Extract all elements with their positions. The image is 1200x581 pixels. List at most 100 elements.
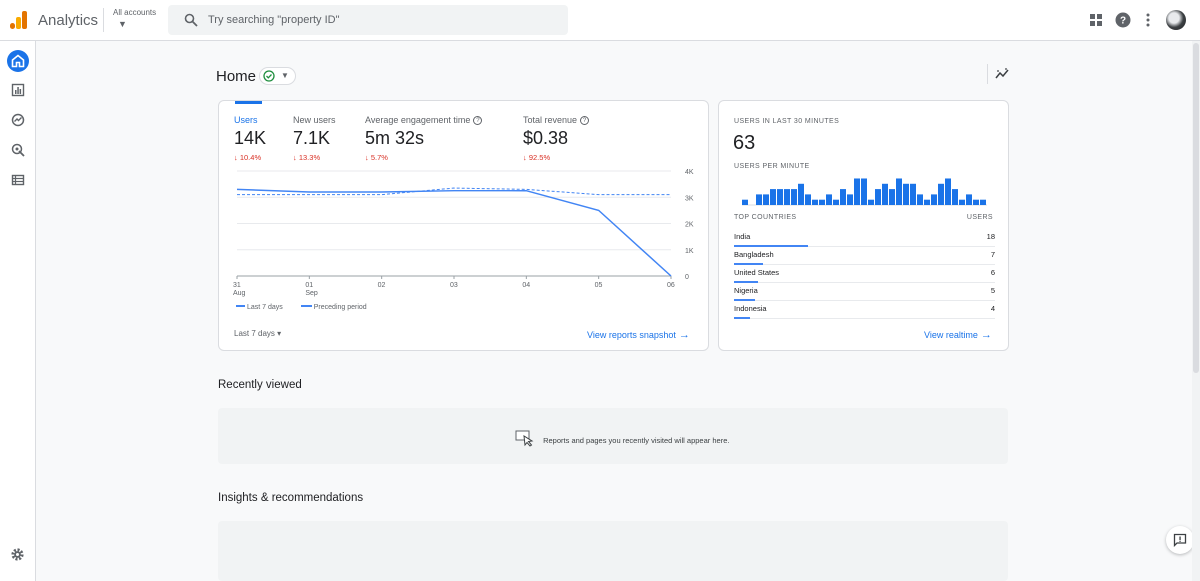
per-minute-bar[interactable] <box>945 178 951 205</box>
settings-gear-icon[interactable] <box>10 547 25 562</box>
date-range-dropdown[interactable]: Last 7 days ▾ <box>234 329 282 338</box>
check-circle-icon <box>263 70 275 82</box>
per-minute-bar[interactable] <box>952 189 958 205</box>
per-minute-bar[interactable] <box>791 189 797 205</box>
country-users: 5 <box>990 286 995 295</box>
per-minute-bar[interactable] <box>833 199 839 205</box>
property-status-chip[interactable]: ▼ <box>259 67 296 85</box>
arrow-right-icon: → <box>980 329 992 341</box>
per-minute-bar[interactable] <box>840 189 846 205</box>
country-row[interactable]: Indonesia 4 <box>734 301 995 319</box>
per-minute-bar[interactable] <box>854 178 860 205</box>
divider <box>987 64 988 84</box>
country-row[interactable]: Bangladesh 7 <box>734 247 995 265</box>
per-minute-bar[interactable] <box>980 199 986 205</box>
nav-home[interactable] <box>7 50 29 72</box>
help-outline-icon[interactable]: ? <box>473 116 483 125</box>
x-tick-label: 04 <box>522 282 530 289</box>
country-row[interactable]: United States 6 <box>734 265 995 283</box>
search-icon <box>184 13 198 27</box>
chevron-down-icon: ▼ <box>281 71 289 80</box>
per-minute-bar[interactable] <box>770 189 776 205</box>
down-arrow-icon: ↓ <box>523 153 529 162</box>
down-arrow-icon: ↓ <box>365 153 371 162</box>
per-minute-bar[interactable] <box>903 183 909 205</box>
per-minute-bar[interactable] <box>742 199 748 205</box>
metric-value: 5m 32s <box>365 128 425 148</box>
nav-configure[interactable] <box>7 169 29 191</box>
country-share-bar <box>734 317 751 319</box>
view-realtime-link[interactable]: View realtime → <box>924 329 992 341</box>
per-minute-bar[interactable] <box>896 178 902 205</box>
insights-trend-icon[interactable] <box>995 67 1009 81</box>
users-per-minute-bar-chart <box>742 178 987 206</box>
per-minute-bar[interactable] <box>973 199 979 205</box>
per-minute-bar[interactable] <box>882 183 888 205</box>
per-minute-bar[interactable] <box>826 194 832 205</box>
insights-title: Insights & recommendations <box>218 492 364 504</box>
x-tick-label: 06 <box>667 282 675 289</box>
per-minute-bar[interactable] <box>966 194 972 205</box>
per-minute-bar[interactable] <box>868 199 874 205</box>
per-minute-bar[interactable] <box>777 189 783 205</box>
metric-tab-new-users[interactable]: New users 7.1K ↓ 13.3% <box>293 115 336 162</box>
nav-explore[interactable] <box>7 109 29 131</box>
account-avatar[interactable] <box>1166 10 1186 30</box>
per-minute-bar[interactable] <box>756 194 762 205</box>
per-minute-bar[interactable] <box>917 194 923 205</box>
left-nav <box>0 41 36 581</box>
feedback-button[interactable] <box>1166 526 1194 554</box>
nav-advertising[interactable] <box>7 139 29 161</box>
y-tick-label: 1K <box>685 248 694 255</box>
users-column-heading: USERS <box>966 214 993 221</box>
arrow-right-icon: → <box>678 329 690 341</box>
help-icon[interactable]: ? <box>1115 12 1131 28</box>
country-share-bar <box>734 245 808 247</box>
per-minute-bar[interactable] <box>889 189 895 205</box>
scrollbar-thumb[interactable] <box>1193 43 1199 373</box>
per-minute-bar[interactable] <box>784 189 790 205</box>
metric-tab-total-revenue[interactable]: Total revenue? $0.38 ↓ 92.5% <box>523 115 590 162</box>
per-minute-bar[interactable] <box>959 199 965 205</box>
per-minute-bar[interactable] <box>763 194 769 205</box>
per-minute-bar[interactable] <box>819 199 825 205</box>
metric-label: Users <box>234 115 258 125</box>
metric-value: $0.38 <box>523 128 569 148</box>
per-minute-bar[interactable] <box>924 199 930 205</box>
more-vert-icon[interactable] <box>1140 12 1156 28</box>
account-selector-label[interactable]: All accounts <box>113 8 157 17</box>
per-minute-bar[interactable] <box>847 194 853 205</box>
account-selector-caret-icon[interactable]: ▼ <box>118 19 127 29</box>
page-scrollbar[interactable] <box>1192 41 1200 581</box>
metric-tab-engagement-time[interactable]: Average engagement time? 5m 32s ↓ 5.7% <box>365 115 483 162</box>
apps-grid-icon[interactable] <box>1088 12 1104 28</box>
y-tick-label: 2K <box>685 222 694 229</box>
analytics-logo-icon[interactable] <box>10 11 28 29</box>
per-minute-bar[interactable] <box>812 199 818 205</box>
metric-label: New users <box>293 115 336 125</box>
per-minute-bar[interactable] <box>931 194 937 205</box>
help-outline-icon[interactable]: ? <box>580 116 590 125</box>
per-minute-bar[interactable] <box>938 183 944 205</box>
app-title[interactable]: Analytics <box>38 12 99 29</box>
country-row[interactable]: Nigeria 5 <box>734 283 995 301</box>
realtime-users-value: 63 <box>733 132 756 154</box>
y-tick-label: 4K <box>685 169 694 176</box>
nav-reports[interactable] <box>7 79 29 101</box>
view-reports-snapshot-link[interactable]: View reports snapshot → <box>587 329 690 341</box>
x-tick-sublabel: Sep <box>305 290 318 297</box>
per-minute-bar[interactable] <box>910 183 916 205</box>
per-minute-bar[interactable] <box>805 194 811 205</box>
down-arrow-icon: ↓ <box>234 153 240 162</box>
per-minute-bar[interactable] <box>861 178 867 205</box>
metric-tab-users[interactable]: Users 14K ↓ 10.4% <box>234 115 266 162</box>
per-minute-bar[interactable] <box>798 183 804 205</box>
metric-change: ↓ 5.7% <box>365 153 388 162</box>
cursor-click-icon <box>515 430 534 447</box>
x-tick-label: 05 <box>595 282 603 289</box>
per-minute-bar[interactable] <box>875 189 881 205</box>
search-bar[interactable] <box>168 5 568 35</box>
search-input[interactable] <box>208 10 548 30</box>
country-row[interactable]: India 18 <box>734 229 995 247</box>
x-tick-label: 02 <box>378 282 386 289</box>
